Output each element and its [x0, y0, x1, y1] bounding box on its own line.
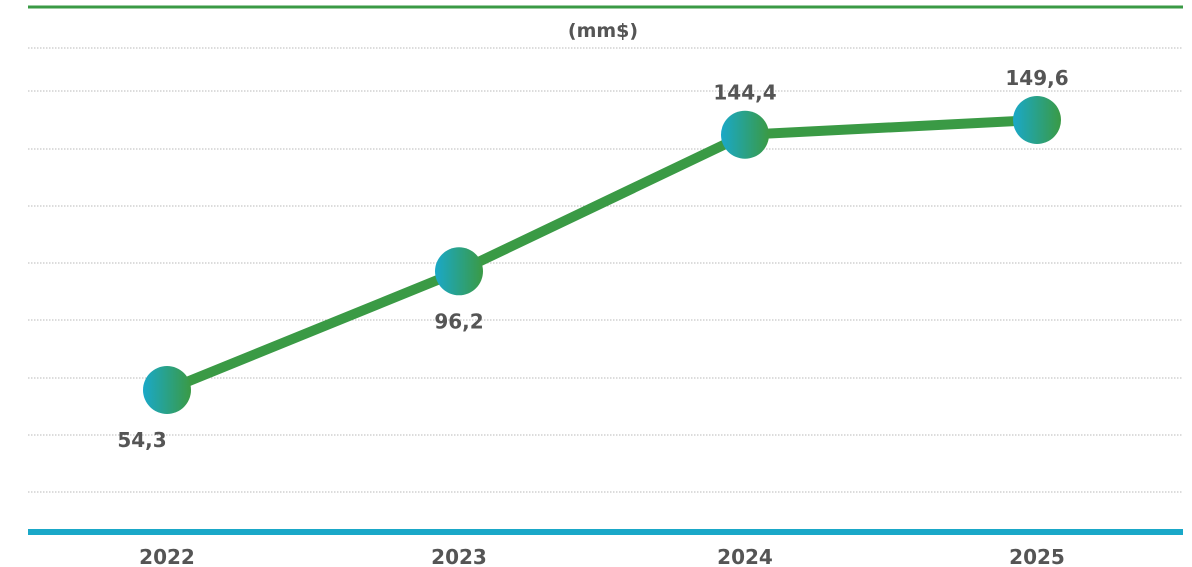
series-markers [143, 96, 1061, 414]
x-tick-label-2024: 2024 [717, 545, 773, 567]
series-line [162, 115, 1042, 395]
data-labels: 54,3 96,2 144,4 149,6 [117, 66, 1068, 452]
data-point-2022 [143, 366, 191, 414]
grid-lines [28, 47, 1183, 493]
x-tick-label-2025: 2025 [1009, 545, 1065, 567]
data-label-2023: 96,2 [434, 309, 483, 333]
x-tick-label-2022: 2022 [139, 545, 195, 567]
data-label-2022: 54,3 [117, 428, 166, 452]
x-axis-tick-labels: 2022 2023 2024 2025 [139, 545, 1065, 567]
data-label-2024: 144,4 [713, 81, 776, 105]
data-point-2025 [1013, 96, 1061, 144]
data-point-2023 [435, 247, 483, 296]
data-label-2025: 149,6 [1005, 66, 1068, 90]
unit-label: (mm$) [568, 20, 638, 42]
data-point-2024 [721, 110, 769, 159]
x-tick-label-2023: 2023 [431, 545, 487, 567]
